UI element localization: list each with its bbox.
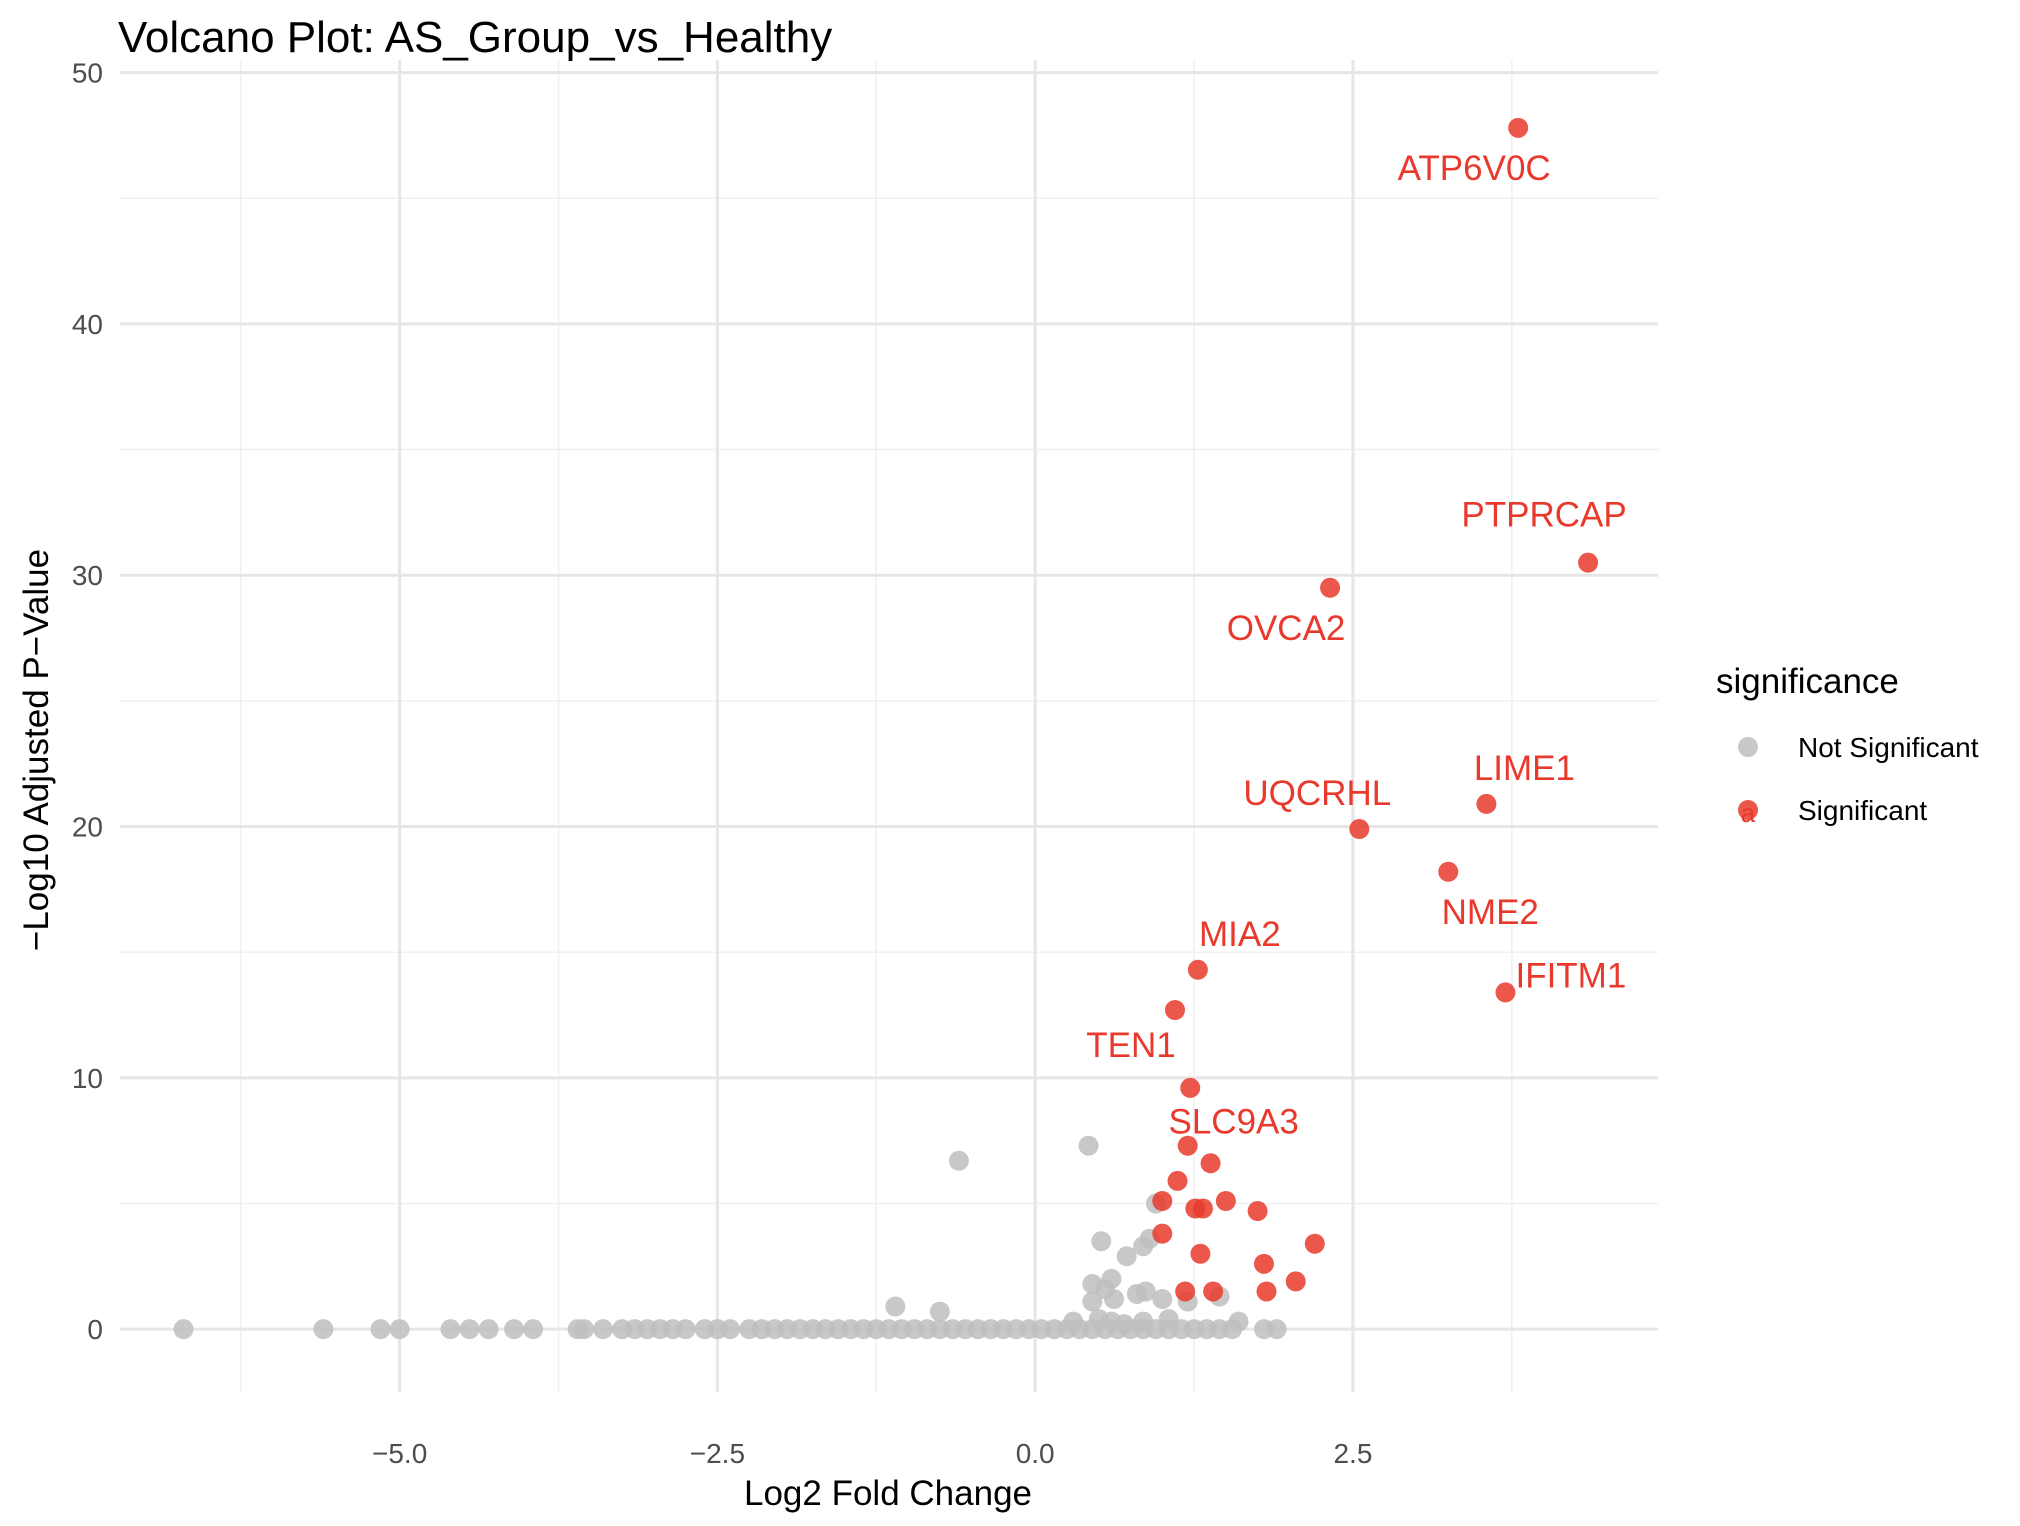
y-tick-label: 40	[72, 309, 103, 340]
point-not-significant	[1101, 1268, 1122, 1289]
y-tick-labels: 0 10 20 30 40 50	[72, 58, 103, 1346]
point-not-significant	[1078, 1135, 1099, 1156]
legend-label-significant: Significant	[1798, 795, 1927, 826]
point-significant	[1349, 819, 1370, 840]
point-not-significant	[885, 1296, 906, 1317]
point-not-significant	[1152, 1289, 1173, 1310]
point-significant	[1438, 861, 1459, 882]
chart-title: Volcano Plot: AS_Group_vs_Healthy	[118, 13, 832, 62]
y-tick-label: 10	[72, 1063, 103, 1094]
point-not-significant	[1135, 1281, 1156, 1302]
gene-label: SLC9A3	[1169, 1103, 1299, 1142]
point-significant	[1320, 577, 1341, 598]
point-significant	[1175, 1281, 1196, 1302]
point-not-significant	[948, 1150, 969, 1171]
point-significant	[1164, 999, 1185, 1020]
gene-label: MIA2	[1199, 915, 1281, 954]
point-not-significant	[1103, 1289, 1124, 1310]
point-not-significant	[720, 1319, 741, 1340]
gene-label: LIME1	[1474, 749, 1575, 788]
point-not-significant	[523, 1319, 544, 1340]
grid-lines	[120, 60, 1658, 1392]
x-tick-label: 2.5	[1333, 1438, 1372, 1469]
point-not-significant	[1266, 1319, 1287, 1340]
point-significant	[1215, 1190, 1236, 1211]
point-not-significant	[1082, 1291, 1103, 1312]
legend-key-significant-glyph: a	[1741, 798, 1756, 828]
point-significant	[1177, 1135, 1198, 1156]
point-not-significant	[478, 1319, 499, 1340]
point-significant	[1253, 1253, 1274, 1274]
y-tick-label: 20	[72, 812, 103, 843]
point-not-significant	[1063, 1311, 1084, 1332]
legend-title: significance	[1716, 662, 1899, 701]
point-significant	[1578, 552, 1599, 573]
gene-label: NME2	[1442, 893, 1539, 932]
x-axis-title: Log2 Fold Change	[744, 1474, 1032, 1513]
point-not-significant	[1114, 1314, 1135, 1335]
y-tick-label: 0	[87, 1314, 103, 1345]
point-not-significant	[1091, 1231, 1112, 1252]
point-not-significant	[1116, 1246, 1137, 1267]
point-significant	[1285, 1271, 1306, 1292]
x-tick-label: 0.0	[1016, 1438, 1055, 1469]
point-not-significant	[389, 1319, 410, 1340]
point-not-significant	[504, 1319, 525, 1340]
point-significant	[1167, 1170, 1188, 1191]
gene-label: OVCA2	[1227, 609, 1346, 648]
gene-label: UQCRHL	[1243, 774, 1391, 813]
point-not-significant	[573, 1319, 594, 1340]
point-significant	[1256, 1281, 1277, 1302]
point-significant	[1203, 1281, 1224, 1302]
point-not-significant	[1228, 1311, 1249, 1332]
point-not-significant	[173, 1319, 194, 1340]
point-not-significant	[370, 1319, 391, 1340]
gene-label: TEN1	[1086, 1026, 1175, 1065]
point-significant	[1187, 959, 1208, 980]
legend-key-not-significant	[1738, 737, 1758, 757]
point-significant	[1247, 1201, 1268, 1222]
gene-label: PTPRCAP	[1461, 496, 1626, 535]
point-not-significant	[1158, 1309, 1179, 1330]
legend: significance Not Significant a Significa…	[1716, 662, 1979, 828]
y-tick-label: 30	[72, 560, 103, 591]
point-significant	[1304, 1233, 1325, 1254]
gene-label: ATP6V0C	[1398, 149, 1551, 188]
x-tick-labels: −5.0 −2.5 0.0 2.5	[372, 1438, 1372, 1469]
point-significant	[1495, 982, 1516, 1003]
legend-label-not-significant: Not Significant	[1798, 732, 1979, 763]
not-significant-points	[173, 1135, 1287, 1340]
point-significant	[1152, 1223, 1173, 1244]
point-significant	[1476, 793, 1497, 814]
point-significant	[1508, 117, 1529, 138]
y-tick-label: 50	[72, 58, 103, 89]
legend-key-significant	[1738, 800, 1758, 820]
point-not-significant	[929, 1301, 950, 1322]
point-not-significant	[459, 1319, 480, 1340]
point-significant	[1152, 1190, 1173, 1211]
point-not-significant	[1133, 1311, 1154, 1332]
point-significant	[1192, 1198, 1213, 1219]
x-tick-label: −5.0	[372, 1438, 427, 1469]
gene-label: IFITM1	[1515, 956, 1626, 995]
point-not-significant	[675, 1319, 696, 1340]
y-axis-title: −Log10 Adjusted P−Value	[17, 549, 56, 951]
point-not-significant	[313, 1319, 334, 1340]
point-significant	[1190, 1243, 1211, 1264]
point-not-significant	[440, 1319, 461, 1340]
point-significant	[1180, 1077, 1201, 1098]
x-tick-label: −2.5	[690, 1438, 745, 1469]
gene-labels: ATP6V0C PTPRCAP OVCA2 LIME1 UQCRHL NME2 MIA2 IF…	[1086, 149, 1626, 1142]
significant-points	[1152, 117, 1599, 1302]
point-not-significant	[593, 1319, 614, 1340]
point-significant	[1200, 1153, 1221, 1174]
